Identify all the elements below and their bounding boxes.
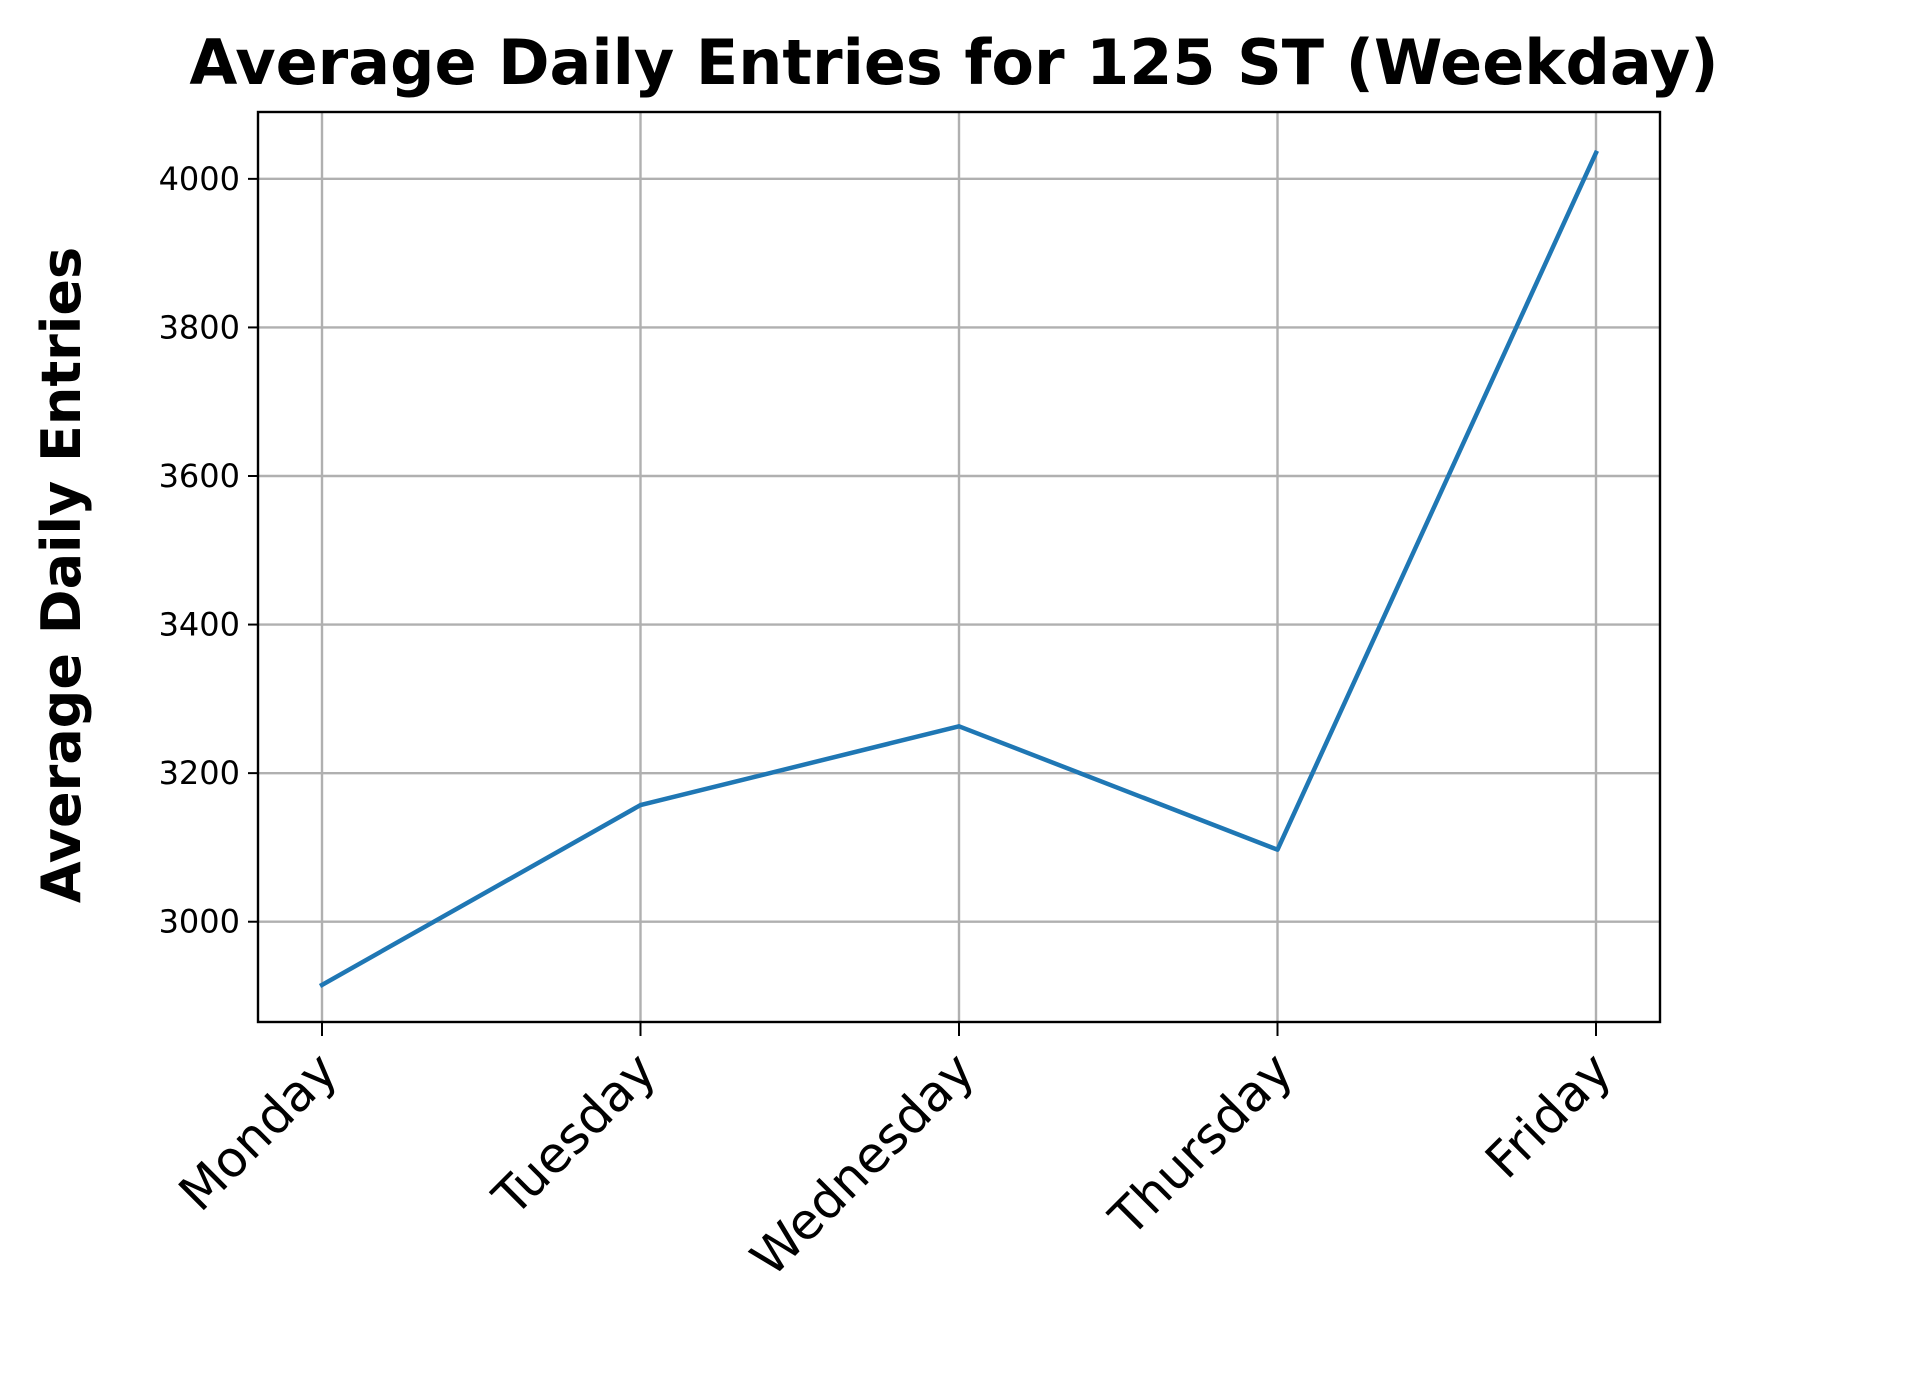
y-tick-label: 3800 — [159, 308, 240, 346]
y-tick-label: 3000 — [159, 903, 240, 941]
chart-title: Average Daily Entries for 125 ST (Weekda… — [189, 26, 1718, 99]
grid — [258, 112, 1660, 1022]
y-tick-label: 3200 — [159, 754, 240, 792]
y-tick-label: 3600 — [159, 457, 240, 495]
y-tick-label: 4000 — [159, 160, 240, 198]
series-line — [318, 149, 1599, 988]
series-layer — [318, 149, 1599, 988]
y-tick-label: 3400 — [159, 606, 240, 644]
y-axis-label: Average Daily Entries — [30, 247, 93, 903]
